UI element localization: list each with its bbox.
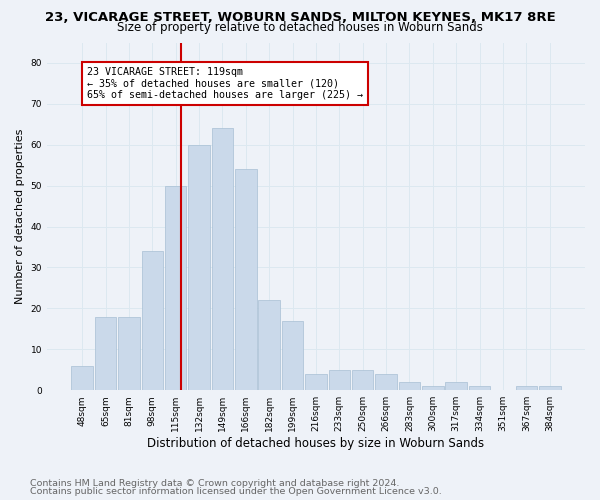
Bar bbox=[469, 386, 490, 390]
Bar bbox=[235, 170, 257, 390]
Text: 23, VICARAGE STREET, WOBURN SANDS, MILTON KEYNES, MK17 8RE: 23, VICARAGE STREET, WOBURN SANDS, MILTO… bbox=[44, 11, 556, 24]
Text: Contains HM Land Registry data © Crown copyright and database right 2024.: Contains HM Land Registry data © Crown c… bbox=[30, 478, 400, 488]
Bar bbox=[329, 370, 350, 390]
Bar bbox=[376, 374, 397, 390]
Bar bbox=[95, 316, 116, 390]
Bar bbox=[259, 300, 280, 390]
Bar bbox=[305, 374, 327, 390]
Bar bbox=[118, 316, 140, 390]
Bar bbox=[515, 386, 537, 390]
Bar bbox=[539, 386, 560, 390]
Y-axis label: Number of detached properties: Number of detached properties bbox=[15, 128, 25, 304]
Bar bbox=[352, 370, 373, 390]
Text: Size of property relative to detached houses in Woburn Sands: Size of property relative to detached ho… bbox=[117, 22, 483, 35]
Text: Contains public sector information licensed under the Open Government Licence v3: Contains public sector information licen… bbox=[30, 487, 442, 496]
Bar bbox=[71, 366, 93, 390]
Bar bbox=[422, 386, 443, 390]
Text: 23 VICARAGE STREET: 119sqm
← 35% of detached houses are smaller (120)
65% of sem: 23 VICARAGE STREET: 119sqm ← 35% of deta… bbox=[87, 67, 363, 100]
Bar bbox=[282, 320, 304, 390]
Bar bbox=[399, 382, 420, 390]
Bar bbox=[188, 145, 210, 390]
Bar bbox=[212, 128, 233, 390]
X-axis label: Distribution of detached houses by size in Woburn Sands: Distribution of detached houses by size … bbox=[148, 437, 485, 450]
Bar bbox=[165, 186, 187, 390]
Bar bbox=[445, 382, 467, 390]
Bar bbox=[142, 251, 163, 390]
